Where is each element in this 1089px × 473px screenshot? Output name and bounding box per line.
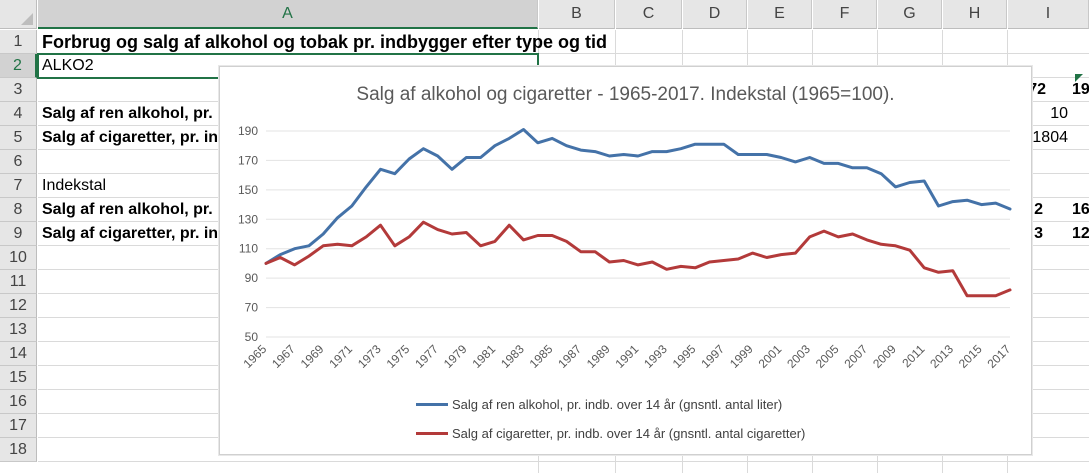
select-all-corner[interactable] <box>0 0 37 29</box>
column-header-e[interactable]: E <box>748 0 812 29</box>
row-header[interactable]: 17 <box>0 414 37 438</box>
x-tick-label: 2005 <box>813 342 842 371</box>
series-line-alcohol <box>264 128 1012 265</box>
y-tick-label: 90 <box>245 271 259 285</box>
x-tick-label: 1969 <box>298 342 327 371</box>
legend-line-red-icon <box>416 432 448 435</box>
row-header[interactable]: 2 <box>0 54 37 78</box>
row-header[interactable]: 6 <box>0 150 37 174</box>
row-header[interactable]: 11 <box>0 270 37 294</box>
y-tick-label: 70 <box>245 301 259 315</box>
x-tick-label: 2011 <box>899 342 927 370</box>
y-tick-label: 110 <box>239 242 258 256</box>
column-header-d[interactable]: D <box>683 0 747 29</box>
cell-i4[interactable]: 10 <box>1050 105 1068 122</box>
cell-a4[interactable]: Salg af ren alkohol, pr. i <box>42 105 220 122</box>
row-header[interactable]: 13 <box>0 318 37 342</box>
x-tick-label: 1991 <box>613 342 642 371</box>
cell-i8[interactable]: 16 <box>1072 201 1089 218</box>
x-tick-label: 1977 <box>412 342 441 371</box>
row-header[interactable]: 18 <box>0 438 37 462</box>
row-header[interactable]: 16 <box>0 390 37 414</box>
x-tick-label: 1997 <box>698 342 727 371</box>
row-header[interactable]: 3 <box>0 78 37 102</box>
cell-a2[interactable]: ALKO2 <box>42 57 94 74</box>
x-tick-label: 2001 <box>756 342 785 371</box>
cell-i9[interactable]: 12 <box>1072 225 1089 242</box>
row-header[interactable]: 4 <box>0 102 37 126</box>
cell-h9[interactable]: 3 <box>1034 225 1043 242</box>
x-tick-label: 2009 <box>870 342 899 371</box>
cell-comment-indicator-icon <box>1075 74 1083 82</box>
x-tick-label: 1995 <box>670 342 699 371</box>
row-header[interactable]: 9 <box>0 222 37 246</box>
x-tick-label: 1971 <box>326 342 355 371</box>
cell-h3[interactable]: 72 <box>1028 81 1046 98</box>
legend-item-cigarettes[interactable]: Salg af cigaretter, pr. indb. over 14 år… <box>416 426 805 441</box>
x-tick-label: 1993 <box>641 342 670 371</box>
y-tick-label: 130 <box>238 212 258 226</box>
x-tick-label: 2015 <box>956 342 985 371</box>
column-header-b[interactable]: B <box>539 0 615 29</box>
column-header-f[interactable]: F <box>813 0 877 29</box>
column-header-a[interactable]: A <box>38 0 538 29</box>
legend-item-alcohol[interactable]: Salg af ren alkohol, pr. indb. over 14 å… <box>416 397 782 412</box>
row-header[interactable]: 10 <box>0 246 37 270</box>
row-header[interactable]: 1 <box>0 30 37 54</box>
column-header-i[interactable]: I <box>1008 0 1089 29</box>
line-chart[interactable]: Salg af alkohol og cigaretter - 1965-201… <box>219 66 1032 455</box>
cell-a5[interactable]: Salg af cigaretter, pr. in <box>42 129 219 146</box>
x-tick-label: 1999 <box>727 342 756 371</box>
x-tick-label: 1965 <box>241 342 270 371</box>
x-tick-label: 1983 <box>498 342 527 371</box>
x-tick-label: 1985 <box>527 342 556 371</box>
row-header[interactable]: 5 <box>0 126 37 150</box>
x-tick-label: 2003 <box>784 342 813 371</box>
cell-a7[interactable]: Indekstal <box>42 177 107 194</box>
x-tick-label: 2007 <box>841 342 870 371</box>
y-tick-label: 190 <box>238 124 258 138</box>
legend-label: Salg af cigaretter, pr. indb. over 14 år… <box>452 426 806 441</box>
column-header-h[interactable]: H <box>943 0 1007 29</box>
x-tick-label: 1967 <box>269 342 298 371</box>
row-header[interactable]: 7 <box>0 174 37 198</box>
x-tick-label: 1981 <box>469 342 498 371</box>
series-line-cigarettes <box>264 220 1012 298</box>
row-header[interactable]: 8 <box>0 198 37 222</box>
legend-label: Salg af ren alkohol, pr. indb. over 14 å… <box>452 397 783 412</box>
y-tick-label: 50 <box>245 330 259 344</box>
x-tick-label: 1973 <box>355 342 384 371</box>
row-header[interactable]: 12 <box>0 294 37 318</box>
y-tick-label: 150 <box>238 183 258 197</box>
cell-i3[interactable]: 19 <box>1072 81 1089 98</box>
legend-line-blue-icon <box>416 403 448 406</box>
column-header-g[interactable]: G <box>878 0 942 29</box>
cell-a1[interactable]: Forbrug og salg af alkohol og tobak pr. … <box>42 31 608 52</box>
row-header[interactable]: 15 <box>0 366 37 390</box>
select-all-icon <box>21 13 33 25</box>
cell-h8[interactable]: 2 <box>1034 201 1043 218</box>
column-header-c[interactable]: C <box>616 0 682 29</box>
x-tick-label: 1987 <box>555 342 584 371</box>
x-tick-label: 1989 <box>584 342 613 371</box>
x-tick-label: 1979 <box>441 342 470 371</box>
row-header[interactable]: 14 <box>0 342 37 366</box>
x-tick-label: 2017 <box>985 342 1014 371</box>
cell-a8[interactable]: Salg af ren alkohol, pr. i <box>42 201 220 218</box>
x-tick-label: 1975 <box>384 342 413 371</box>
x-tick-label: 2013 <box>927 342 956 371</box>
y-tick-label: 170 <box>238 153 258 167</box>
cell-a9[interactable]: Salg af cigaretter, pr. in <box>42 225 219 242</box>
chart-title: Salg af alkohol og cigaretter - 1965-201… <box>356 84 895 105</box>
cell-i5[interactable]: 1804 <box>1032 129 1068 146</box>
